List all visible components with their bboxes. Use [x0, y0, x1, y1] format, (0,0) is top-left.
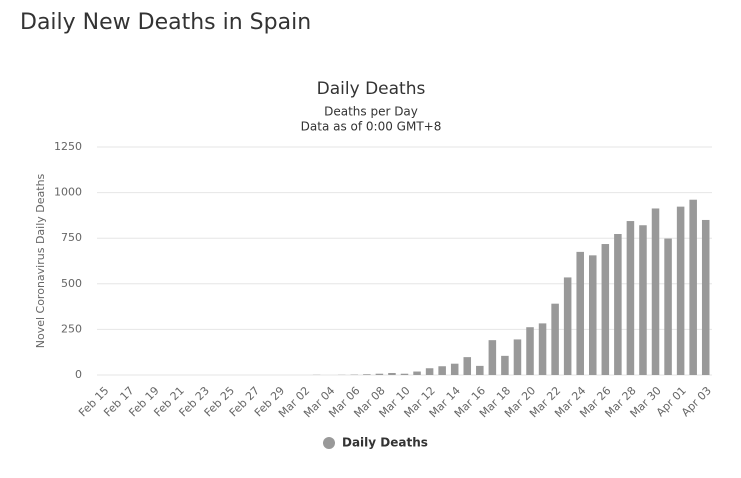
bar	[526, 327, 534, 375]
bar	[551, 303, 559, 375]
bar	[563, 277, 572, 375]
bar	[438, 366, 446, 375]
bar	[400, 373, 409, 375]
chart-subtitle: Data as of 0:00 GMT+8	[301, 120, 442, 134]
bar	[614, 234, 622, 375]
bar	[463, 357, 472, 375]
y-tick-label: 500	[61, 277, 82, 290]
page-title: Daily New Deaths in Spain	[20, 10, 312, 35]
y-tick-label: 1000	[54, 186, 82, 199]
bar	[476, 365, 484, 375]
legend-label: Daily Deaths	[342, 436, 428, 450]
bar	[601, 244, 610, 375]
y-tick-label: 250	[61, 322, 82, 335]
y-axis-label: Novel Coronavirus Daily Deaths	[34, 173, 47, 348]
bar	[425, 368, 434, 375]
bar	[651, 208, 660, 375]
bar	[413, 371, 421, 375]
bar	[538, 323, 547, 375]
bar	[488, 340, 497, 375]
bar	[701, 219, 710, 375]
y-tick-label: 750	[61, 231, 82, 244]
bar	[626, 221, 635, 375]
bar	[576, 251, 584, 375]
bar	[501, 355, 509, 375]
bar	[639, 225, 647, 375]
y-tick-label: 1250	[54, 140, 82, 153]
bar	[676, 206, 685, 375]
bar	[513, 339, 522, 375]
y-tick-label: 0	[75, 368, 82, 381]
chart-subtitle: Deaths per Day	[324, 105, 418, 119]
bar	[589, 255, 597, 375]
legend-marker	[323, 437, 335, 449]
chart-title: Daily Deaths	[317, 79, 426, 99]
bar	[388, 372, 396, 375]
bar	[375, 373, 384, 375]
bar	[664, 238, 672, 375]
bar	[450, 363, 459, 375]
bar	[689, 199, 697, 375]
bar	[363, 374, 371, 375]
